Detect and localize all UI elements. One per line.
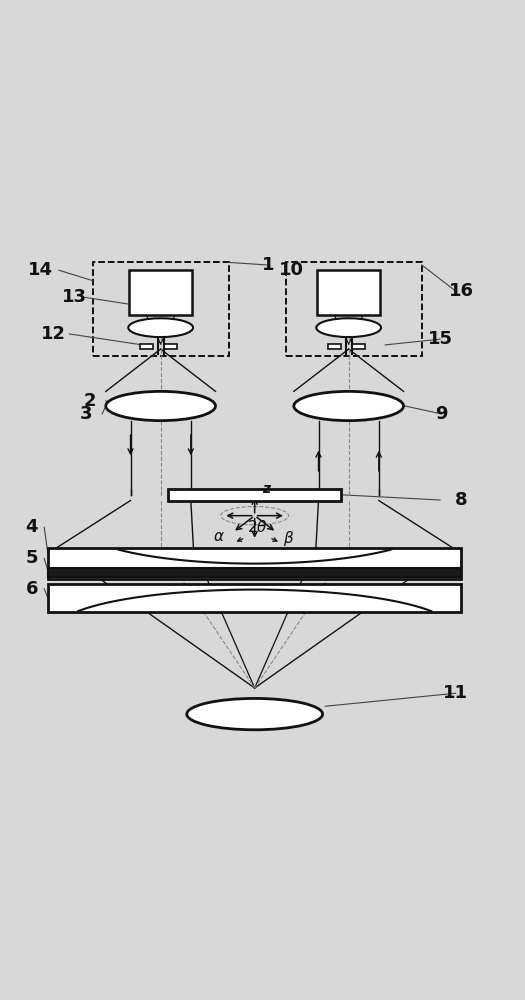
Bar: [169, 489, 341, 501]
Text: 2: 2: [84, 392, 97, 410]
Ellipse shape: [187, 698, 322, 730]
Text: 1: 1: [261, 256, 274, 274]
Bar: [48, 584, 461, 612]
Text: 10: 10: [279, 261, 304, 279]
Text: $\beta$: $\beta$: [283, 529, 294, 548]
Bar: [352, 344, 365, 349]
Text: 6: 6: [25, 580, 38, 598]
Text: 4: 4: [25, 518, 38, 536]
Text: 14: 14: [28, 261, 53, 279]
Text: z: z: [262, 482, 270, 496]
Text: $2\theta$: $2\theta$: [247, 519, 268, 535]
Text: 12: 12: [41, 325, 66, 343]
Bar: [140, 344, 153, 349]
Text: 11: 11: [443, 684, 468, 702]
Bar: [164, 344, 177, 349]
Text: 3: 3: [80, 405, 93, 423]
Bar: [328, 344, 341, 349]
Ellipse shape: [316, 318, 381, 337]
Text: $\alpha$: $\alpha$: [213, 529, 225, 544]
Bar: [48, 548, 461, 579]
Bar: [317, 270, 380, 315]
Ellipse shape: [294, 391, 404, 421]
Text: 15: 15: [427, 330, 453, 348]
Text: 9: 9: [435, 405, 447, 423]
Text: 5: 5: [25, 549, 38, 567]
Ellipse shape: [128, 318, 193, 337]
Bar: [93, 262, 228, 356]
Bar: [286, 262, 422, 356]
Ellipse shape: [106, 391, 215, 421]
Text: 16: 16: [448, 282, 474, 300]
Bar: [129, 270, 192, 315]
Text: 8: 8: [455, 491, 467, 509]
Bar: [48, 568, 461, 577]
Text: 13: 13: [62, 288, 87, 306]
